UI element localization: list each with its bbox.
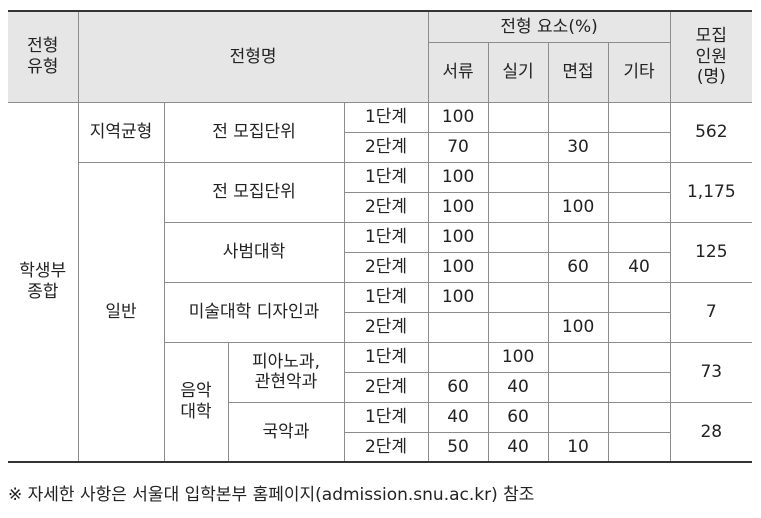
interview-cell: 30 (547, 131, 609, 163)
footnote: ※ 자세한 사항은 서울대 입학본부 홈페이지(admission.snu.ac… (8, 485, 535, 505)
unit-name: 사범대학 (164, 221, 345, 283)
table-row: 2단계 50 40 10 (8, 431, 752, 463)
header-row-1: 전형 유형 전형명 전형 요소(%) 모집 인원 (명) (8, 10, 753, 103)
table-row: 미술대학 디자인과 1단계 100 7 (8, 281, 753, 343)
practical-cell (487, 191, 549, 223)
unit-name: 국악과 (228, 401, 345, 463)
table-row: 2단계 70 30 (8, 131, 752, 163)
table-row: 2단계 100 60 40 (8, 251, 752, 283)
stage-cell: 2단계 (344, 251, 429, 283)
stage-cell: 2단계 (344, 191, 429, 223)
interview-cell (547, 221, 609, 253)
stage-cell: 1단계 (343, 221, 429, 253)
header-practical: 실기 (487, 41, 549, 103)
other-cell (607, 431, 671, 463)
practical-cell (487, 161, 549, 193)
other-cell (607, 341, 671, 373)
quota-cell: 7 (669, 281, 753, 343)
quota-cell: 125 (669, 221, 753, 283)
quota-cell: 73 (669, 341, 753, 403)
doc-cell: 70 (427, 131, 489, 163)
table-row: 일반 전 모집단위 1단계 100 1,175 (8, 161, 753, 463)
practical-cell (487, 101, 549, 133)
table-row: 사범대학 1단계 100 125 (8, 221, 753, 283)
stage-cell: 1단계 (343, 101, 429, 133)
other-cell (607, 191, 671, 223)
stage-cell: 2단계 (344, 371, 429, 403)
track-regional: 지역균형 (77, 101, 165, 163)
stage-cell: 2단계 (344, 131, 429, 163)
other-cell (607, 131, 671, 163)
doc-cell: 100 (427, 251, 489, 283)
table-row: 학생부 종합 지역균형 전 모집단위 1단계 100 562 (8, 101, 753, 463)
other-cell (607, 281, 671, 313)
interview-cell (547, 401, 609, 433)
interview-cell: 100 (547, 311, 609, 343)
other-cell: 40 (607, 251, 671, 283)
unit-name: 미술대학 디자인과 (164, 281, 345, 343)
interview-cell: 10 (547, 431, 609, 463)
doc-cell: 100 (427, 221, 489, 253)
table-row: 음악 대학 피아노과, 관현악과 1단계 100 73 (8, 341, 753, 463)
admission-table: 전형 유형 전형명 전형 요소(%) 모집 인원 (명) 서류 실기 면접 기타… (8, 10, 753, 463)
interview-cell (547, 371, 609, 403)
stage-cell: 1단계 (343, 161, 429, 193)
practical-cell (487, 221, 549, 253)
other-cell (607, 311, 671, 343)
stage-cell: 2단계 (344, 311, 429, 343)
table-row: 국악과 1단계 40 60 28 (8, 401, 753, 463)
interview-cell (547, 281, 609, 313)
header-doc: 서류 (428, 41, 489, 103)
table-row: 2단계 100 (8, 311, 752, 343)
doc-cell: 100 (427, 281, 489, 313)
other-cell (607, 401, 671, 433)
header-elements: 전형 요소(%) (427, 10, 671, 43)
practical-cell: 100 (487, 341, 549, 373)
stage-cell: 1단계 (343, 341, 429, 373)
doc-cell: 100 (427, 161, 489, 193)
interview-cell (547, 161, 609, 193)
interview-cell: 60 (547, 251, 609, 283)
practical-cell: 40 (487, 431, 549, 463)
music-college: 음악 대학 (164, 341, 229, 463)
category-cell: 학생부 종합 (8, 101, 79, 463)
unit-name: 피아노과, 관현악과 (227, 341, 345, 403)
table-row: 2단계 60 40 (8, 371, 752, 403)
header-quota: 모집 인원 (명) (669, 10, 753, 103)
practical-cell (487, 281, 549, 313)
practical-cell (487, 311, 549, 343)
practical-cell: 60 (487, 401, 549, 433)
unit-name: 전 모집단위 (163, 161, 345, 223)
header-interview: 면접 (547, 41, 609, 103)
unit-name: 전 모집단위 (163, 101, 345, 163)
doc-cell: 40 (427, 401, 489, 433)
interview-cell (547, 101, 609, 133)
doc-cell: 50 (427, 431, 489, 463)
doc-cell: 100 (427, 191, 489, 223)
quota-cell: 28 (669, 401, 753, 463)
other-cell (607, 101, 671, 133)
other-cell (607, 161, 671, 193)
quota-cell: 1,175 (669, 161, 753, 223)
other-cell (607, 221, 671, 253)
table-row: 2단계 100 100 (8, 191, 752, 223)
header-other: 기타 (607, 41, 671, 103)
interview-cell (547, 341, 609, 373)
interview-cell: 100 (547, 191, 609, 223)
other-cell (607, 371, 671, 403)
doc-cell: 100 (427, 101, 489, 133)
stage-cell: 1단계 (343, 401, 429, 433)
stage-cell: 1단계 (343, 281, 429, 313)
practical-cell (487, 131, 549, 163)
header-type: 전형 유형 (8, 10, 79, 103)
stage-cell: 2단계 (344, 431, 429, 463)
doc-cell: 60 (427, 371, 489, 403)
doc-cell (427, 341, 489, 373)
practical-cell (487, 251, 549, 283)
doc-cell (427, 311, 489, 343)
quota-cell: 562 (669, 101, 753, 163)
header-name: 전형명 (77, 10, 429, 103)
track-general: 일반 (78, 161, 165, 463)
practical-cell: 40 (487, 371, 549, 403)
